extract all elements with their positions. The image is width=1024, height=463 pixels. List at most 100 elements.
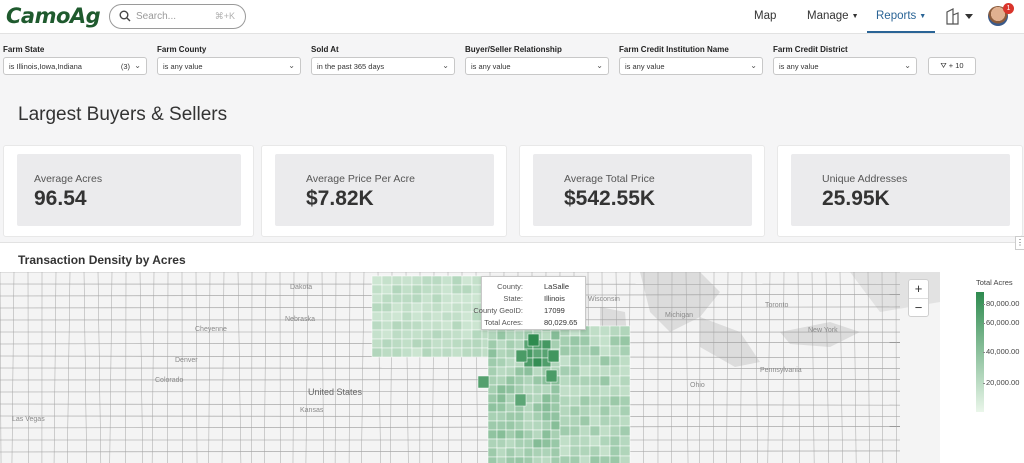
chevron-down-icon: ⌄: [904, 61, 911, 70]
city-label: Las Vegas: [12, 416, 45, 423]
county-cell: [421, 329, 433, 340]
zoom-in-button[interactable]: +: [914, 281, 923, 296]
country-label: United States: [308, 387, 363, 397]
county-cell: [496, 384, 507, 395]
county-cell: [421, 338, 433, 349]
county-cell: [401, 311, 413, 322]
chevron-down-icon: ▼: [851, 13, 859, 20]
county-cell: [401, 284, 413, 295]
county-cell: [559, 385, 571, 397]
county-cell: [523, 411, 534, 422]
search-icon: [119, 10, 131, 22]
county-cell: [461, 329, 473, 340]
zoom-out-button[interactable]: −: [909, 298, 928, 316]
county-cell: [523, 429, 534, 440]
county-cell: [550, 339, 561, 350]
county-cell: [589, 405, 601, 417]
county-cell: [514, 384, 525, 395]
county-cell: [496, 402, 507, 413]
app-logo[interactable]: CamoAg: [6, 4, 101, 28]
nav-manage[interactable]: Manage ▼: [807, 10, 859, 22]
county-cell: [609, 395, 621, 407]
county-cell: [541, 384, 552, 395]
county-cell: [487, 393, 498, 404]
filter-count: (3): [120, 62, 130, 71]
county-cell: [609, 365, 621, 377]
county-cell: [541, 393, 552, 404]
county-cell: [523, 384, 534, 395]
county-cell: [487, 429, 498, 440]
filter-relationship[interactable]: is any value ⌄: [465, 57, 609, 75]
county-cell: [487, 456, 498, 463]
county-cell: [371, 329, 383, 340]
county-cell: [391, 302, 403, 313]
filter-institution[interactable]: is any value ⌄: [619, 57, 763, 75]
kpi-label: Average Total Price: [564, 173, 655, 185]
county-cell: [496, 357, 507, 368]
county-cell: [609, 415, 621, 427]
nav-reports[interactable]: Reports ▼: [876, 10, 927, 22]
county-cell: [532, 348, 543, 359]
county-cell: [609, 385, 621, 397]
county-cell: [411, 320, 423, 331]
county-cell: [371, 284, 383, 295]
more-filters-button[interactable]: ⛛ + 10: [928, 57, 976, 75]
county-cell: [431, 329, 443, 340]
county-cell: [579, 345, 591, 357]
county-cell: [431, 302, 443, 313]
county-cell: [391, 311, 403, 322]
legend-color-bar: [976, 292, 984, 412]
kpi-value: $7.82K: [306, 187, 374, 210]
filter-farm-state[interactable]: is Illinois,Iowa,Indiana (3) ⌄: [3, 57, 147, 75]
county-cell: [496, 366, 507, 377]
county-cell: [381, 311, 393, 322]
panel-menu-button[interactable]: ⋮: [1015, 236, 1024, 250]
city-label: Nebraska: [285, 316, 315, 323]
county-cell: [371, 311, 383, 322]
county-cell: [569, 345, 581, 357]
filter-farm-county[interactable]: is any value ⌄: [157, 57, 301, 75]
county-cell: [496, 420, 507, 431]
county-cell: [487, 357, 498, 368]
app-switcher[interactable]: [945, 7, 975, 30]
county-cell: [609, 355, 621, 367]
county-cell: [569, 335, 581, 347]
city-label: New York: [808, 327, 838, 334]
county-cell: [461, 302, 473, 313]
county-cell: [599, 385, 611, 397]
county-cell: [411, 338, 423, 349]
kpi-card-average-acres: Average Acres 96.54: [3, 145, 254, 237]
county-cell: [599, 365, 611, 377]
county-cell: [532, 438, 543, 449]
county-cell: [589, 375, 601, 387]
city-label: Cheyenne: [195, 326, 227, 333]
county-cell: [371, 320, 383, 331]
county-cell: [505, 420, 516, 431]
county-cell: [532, 420, 543, 431]
filter-label-institution: Farm Credit Institution Name: [619, 45, 729, 54]
county-cell: [619, 445, 631, 457]
county-cell: [391, 329, 403, 340]
county-cell: [371, 275, 383, 286]
nav-map[interactable]: Map: [754, 10, 777, 22]
kpi-value: 25.95K: [822, 187, 890, 210]
county-cell: [579, 415, 591, 427]
county-cell: [589, 435, 601, 447]
filter-district[interactable]: is any value ⌄: [773, 57, 917, 75]
filter-sold-at[interactable]: in the past 365 days ⌄: [311, 57, 455, 75]
county-cell: [569, 365, 581, 377]
county-cell: [505, 384, 516, 395]
county-cell: [599, 435, 611, 447]
county-cell: [451, 347, 463, 358]
search-box[interactable]: Search... ⌘+K: [109, 4, 246, 29]
county-cell: [505, 339, 516, 350]
county-cell: [401, 338, 413, 349]
county-cell: [391, 293, 403, 304]
choropleth-map[interactable]: United States Cheyenne Denver Colorado N…: [0, 272, 940, 463]
county-cell: [461, 320, 473, 331]
county-cell: [487, 330, 498, 341]
search-shortcut: ⌘+K: [214, 11, 235, 21]
county-cell: [505, 375, 516, 386]
county-cell: [431, 311, 443, 322]
county-cell: [505, 402, 516, 413]
